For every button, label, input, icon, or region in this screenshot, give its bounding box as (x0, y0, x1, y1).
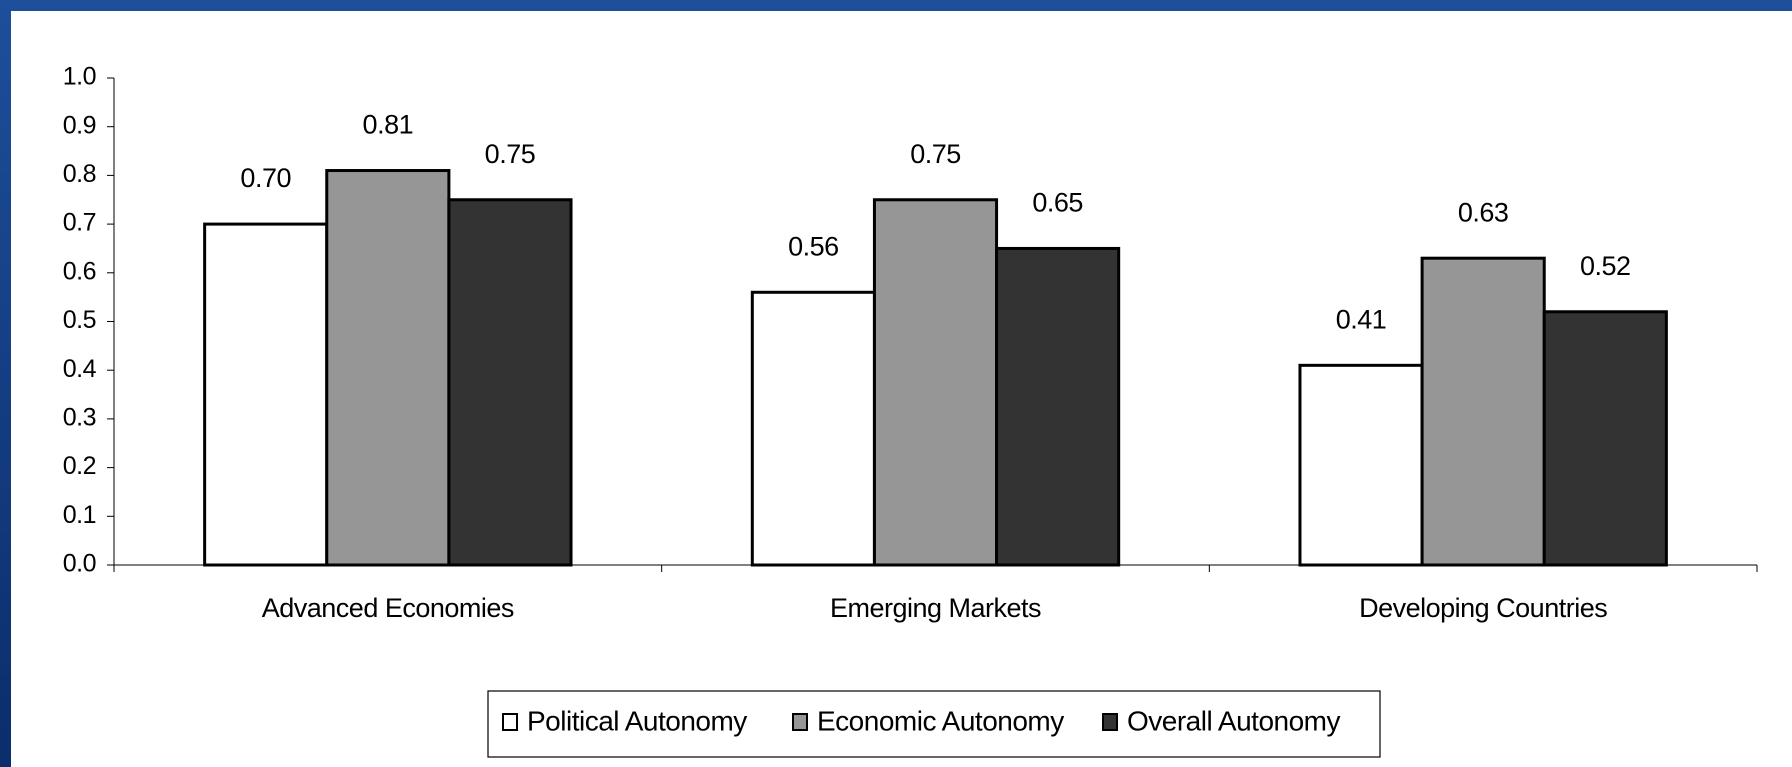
value-label: 0.41 (1336, 304, 1387, 334)
y-tick-label: 0.1 (63, 501, 96, 529)
y-tick-label: 0.5 (63, 306, 96, 334)
value-label: 0.75 (910, 139, 961, 169)
value-label: 0.52 (1580, 251, 1631, 281)
x-tick-label: Emerging Markets (830, 593, 1041, 623)
legend-box (487, 690, 1381, 758)
value-label: 0.63 (1458, 197, 1509, 227)
value-label: 0.65 (1032, 188, 1083, 218)
x-tick-label: Advanced Economies (262, 593, 514, 623)
bar (750, 290, 876, 567)
bar (1298, 363, 1424, 567)
legend-label: Overall Autonomy (1127, 705, 1340, 736)
value-label: 0.56 (788, 231, 839, 261)
value-label: 0.81 (363, 110, 414, 140)
y-tick-label: 1.0 (63, 63, 96, 91)
y-tick-label: 0.0 (63, 550, 96, 578)
y-tick-label: 0.2 (63, 452, 96, 480)
bar (203, 222, 329, 567)
y-tick-label: 0.7 (63, 209, 96, 237)
legend-swatch (792, 713, 808, 731)
bar (1420, 256, 1546, 567)
y-tick-label: 0.8 (63, 160, 96, 188)
legend-swatch (1102, 713, 1118, 731)
bar (995, 246, 1121, 567)
y-tick-label: 0.3 (63, 404, 96, 432)
bar (1542, 310, 1668, 567)
y-tick-label: 0.4 (63, 355, 97, 383)
legend-swatch (502, 713, 518, 731)
bar (325, 169, 451, 567)
bar (872, 198, 999, 567)
y-tick-label: 0.6 (63, 257, 96, 285)
x-tick-label: Developing Countries (1359, 593, 1607, 623)
value-label: 0.75 (485, 139, 536, 169)
bar (447, 198, 573, 567)
y-tick-label: 0.9 (63, 111, 96, 139)
value-label: 0.70 (240, 163, 291, 193)
legend-label: Economic Autonomy (817, 705, 1064, 736)
legend-label: Political Autonomy (527, 705, 747, 736)
